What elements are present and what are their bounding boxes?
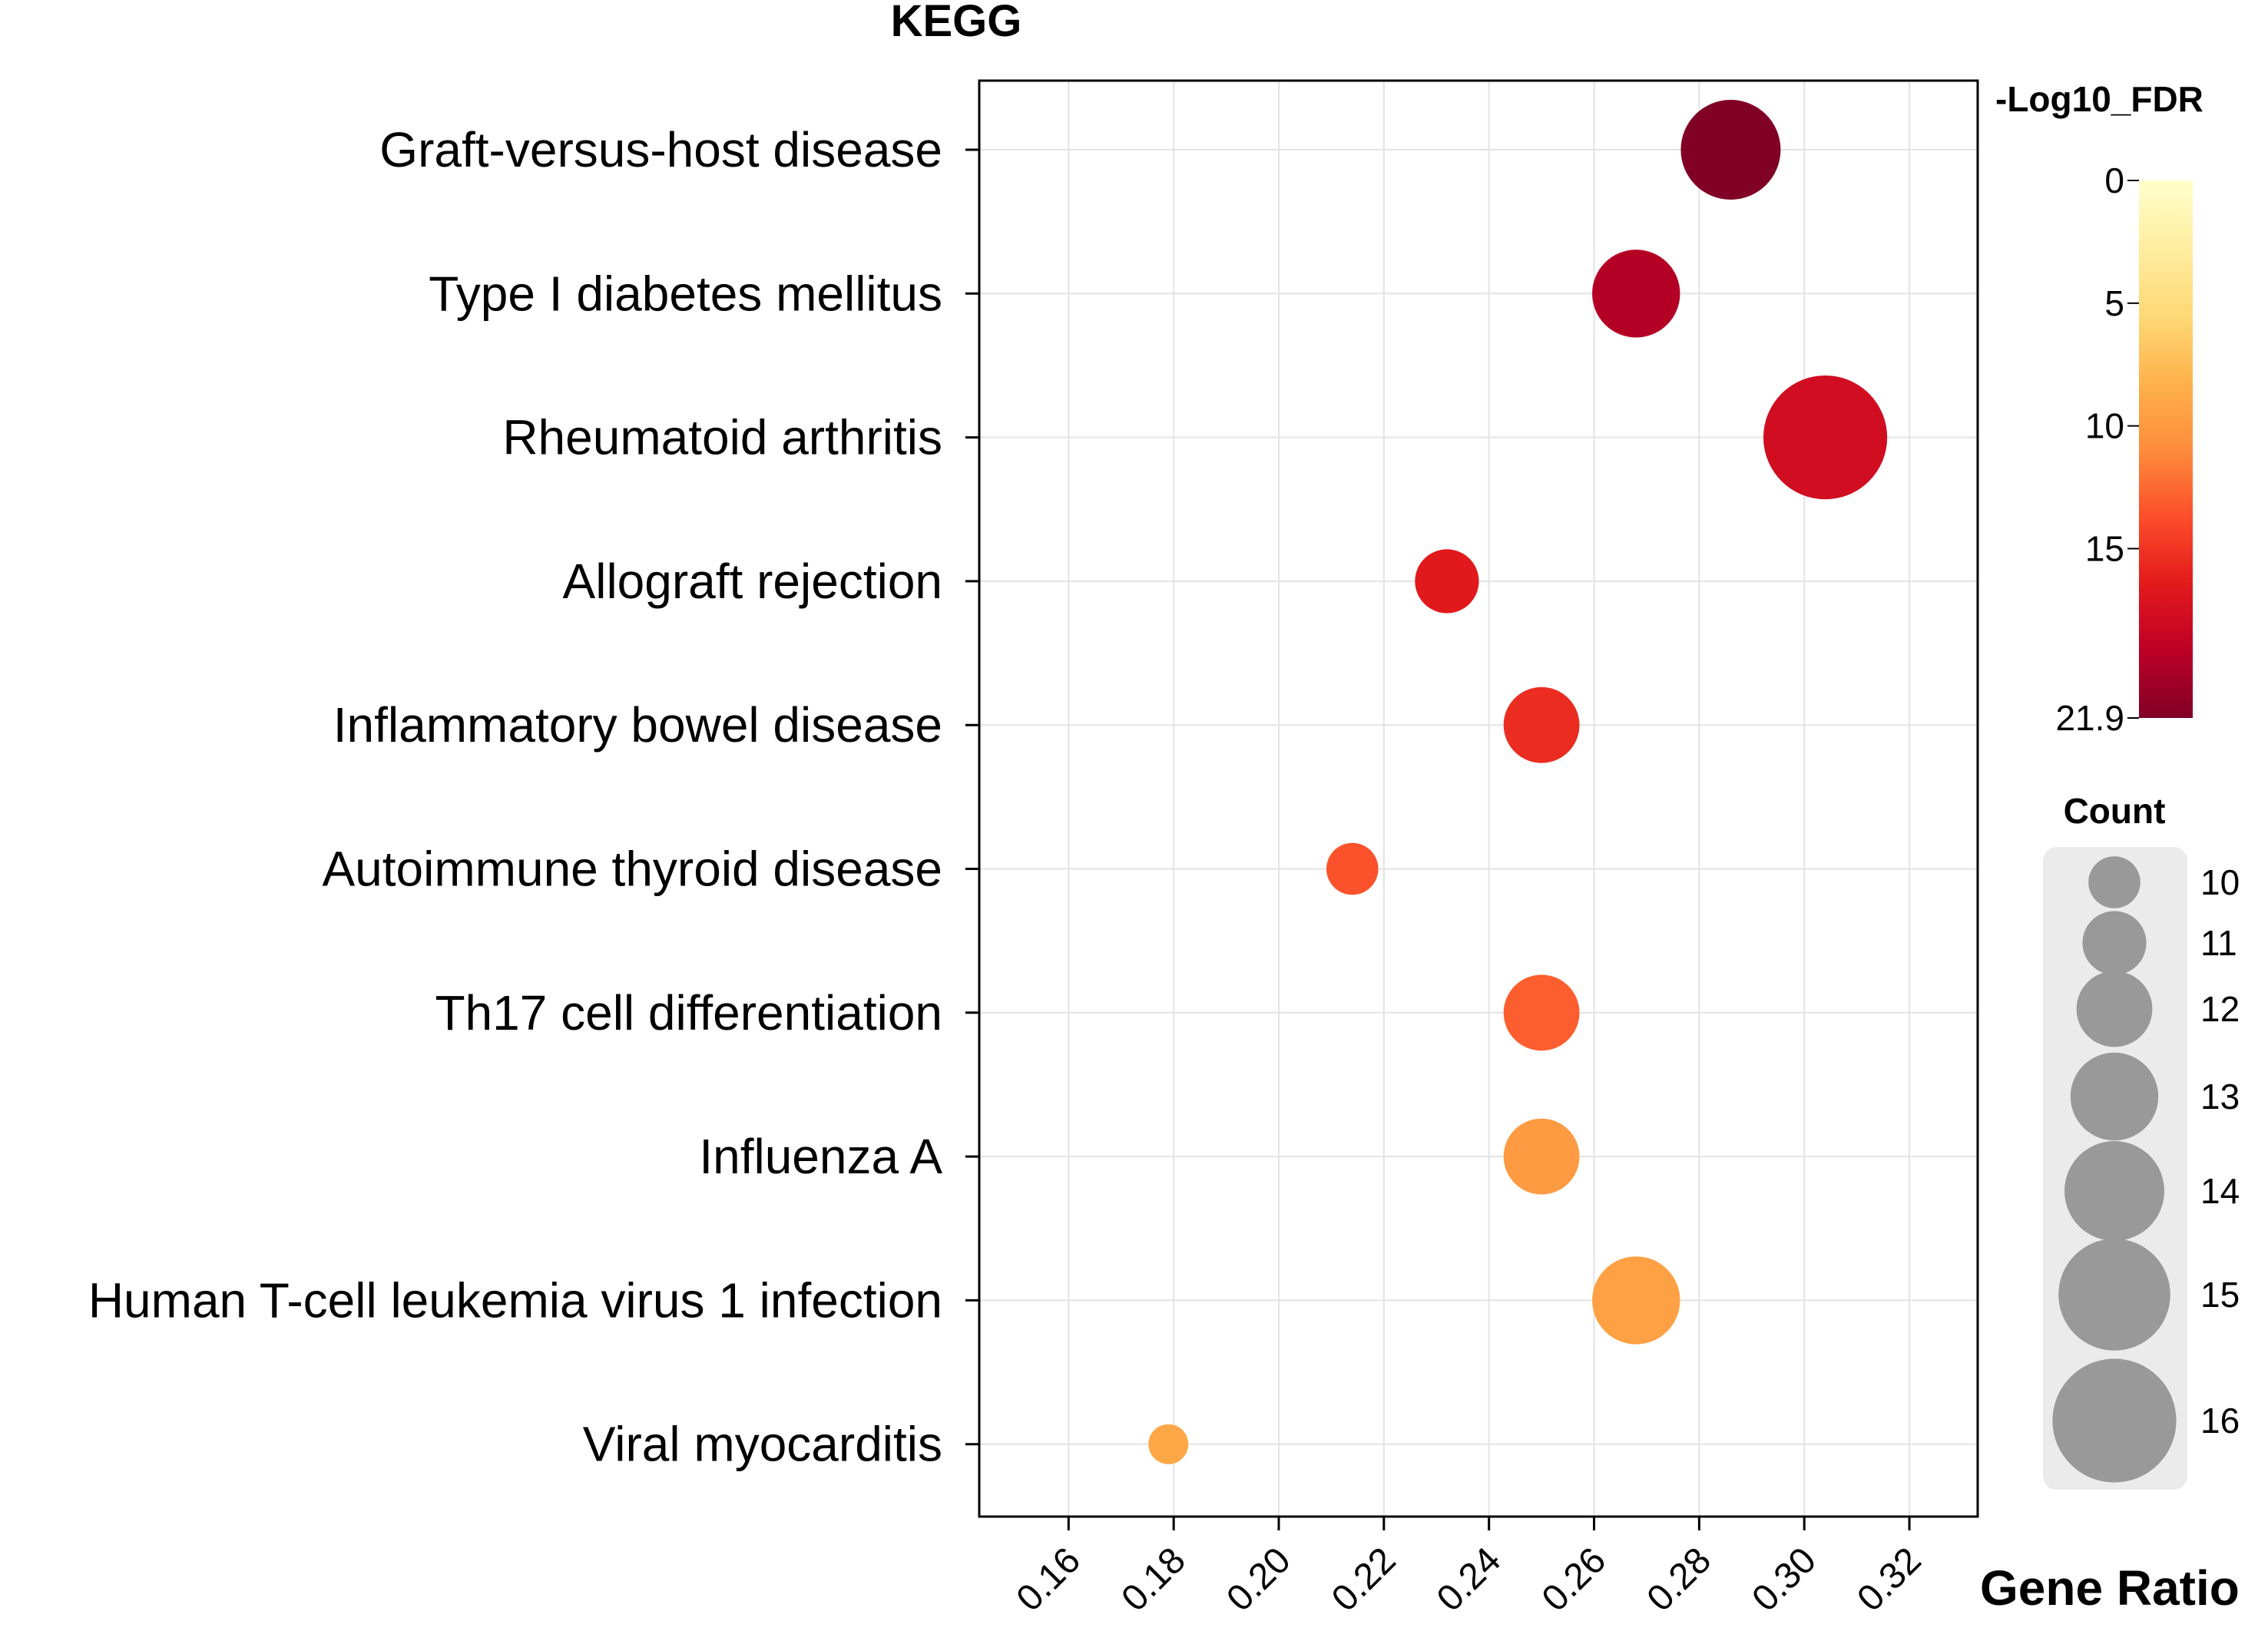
- size-legend-label: 14: [2200, 1171, 2240, 1211]
- data-point: [1503, 1118, 1580, 1195]
- y-tick-label: Rheumatoid arthritis: [502, 410, 942, 465]
- color-legend-tick-label: 21.9: [2055, 698, 2124, 738]
- x-tick-label: 0.24: [1429, 1540, 1509, 1619]
- data-point: [1592, 1256, 1680, 1345]
- size-legend-items: 10 11 12 13 14 15 16: [2052, 856, 2240, 1483]
- x-tick-label: 0.32: [1849, 1540, 1929, 1619]
- size-legend-label: 16: [2200, 1401, 2240, 1441]
- y-tick-label: Human T-cell leukemia virus 1 infection: [88, 1272, 942, 1328]
- color-legend-bar: [2139, 180, 2193, 718]
- y-tick-label: Type I diabetes mellitus: [429, 266, 942, 321]
- plot-frame: [978, 79, 1979, 1518]
- y-axis: Graft-versus-host disease Type I diabetes…: [88, 122, 979, 1472]
- y-tick-label: Inflammatory bowel disease: [333, 697, 942, 753]
- x-tick-label: 0.18: [1114, 1540, 1194, 1619]
- size-legend-label: 11: [2200, 923, 2237, 963]
- size-legend-dot: [2052, 1358, 2177, 1483]
- y-tick-label: Influenza A: [699, 1129, 942, 1184]
- gridlines: [979, 81, 1978, 1517]
- x-tick-label: 0.30: [1744, 1540, 1824, 1619]
- size-legend-dot: [2070, 1052, 2159, 1141]
- size-legend-label: 10: [2200, 862, 2240, 902]
- x-tick-label: 0.22: [1324, 1540, 1404, 1619]
- color-legend: -Log10_FDR 0 5 10 15 21.9: [1995, 79, 2203, 738]
- size-legend-label: 15: [2200, 1275, 2240, 1315]
- x-tick-label: 0.16: [1009, 1540, 1089, 1619]
- data-point: [1503, 974, 1580, 1051]
- color-legend-tick-label: 0: [2104, 160, 2124, 200]
- size-legend-dot: [2082, 911, 2147, 975]
- size-legend-dot: [2076, 971, 2153, 1047]
- data-point: [1680, 100, 1781, 200]
- data-point: [1415, 549, 1479, 614]
- y-tick-label: Viral myocarditis: [583, 1417, 942, 1472]
- x-tick-label: 0.28: [1640, 1540, 1720, 1619]
- y-tick-label: Autoimmune thyroid disease: [322, 842, 942, 897]
- x-axis: 0.16 0.18 0.20 0.22 0.24 0.26 0.28 0.30 0.32: [1009, 1517, 1929, 1619]
- x-tick-label: 0.26: [1535, 1540, 1614, 1619]
- color-legend-ticks: 0 5 10 15 21.9: [2055, 160, 2139, 738]
- size-legend-dot: [2058, 1239, 2170, 1351]
- x-tick-label: 0.20: [1219, 1540, 1299, 1619]
- dot-series: [1148, 100, 1888, 1464]
- y-tick-label: Th17 cell differentiation: [435, 985, 942, 1040]
- data-point: [1326, 842, 1379, 895]
- size-legend-label: 13: [2200, 1077, 2240, 1117]
- size-legend-dot: [2064, 1141, 2164, 1241]
- y-tick-label: Allograft rejection: [563, 554, 942, 609]
- data-point: [1592, 250, 1680, 338]
- color-legend-tick-label: 5: [2104, 283, 2124, 323]
- y-tick-label: Graft-versus-host disease: [379, 122, 942, 177]
- size-legend-label: 12: [2200, 989, 2240, 1029]
- data-point: [1148, 1424, 1189, 1464]
- chart-title: KEGG: [891, 0, 1022, 46]
- size-legend: Count 10 11 12 13 14 15 16: [2043, 791, 2240, 1490]
- data-point: [1763, 375, 1888, 500]
- size-legend-dot: [2088, 856, 2141, 908]
- data-point: [1503, 686, 1580, 763]
- color-legend-tick-label: 15: [2085, 528, 2124, 568]
- x-axis-label: Gene Ratio: [1980, 1560, 2240, 1616]
- color-legend-title: -Log10_FDR: [1995, 79, 2203, 119]
- color-legend-tick-label: 10: [2085, 406, 2124, 446]
- size-legend-title: Count: [2064, 791, 2166, 831]
